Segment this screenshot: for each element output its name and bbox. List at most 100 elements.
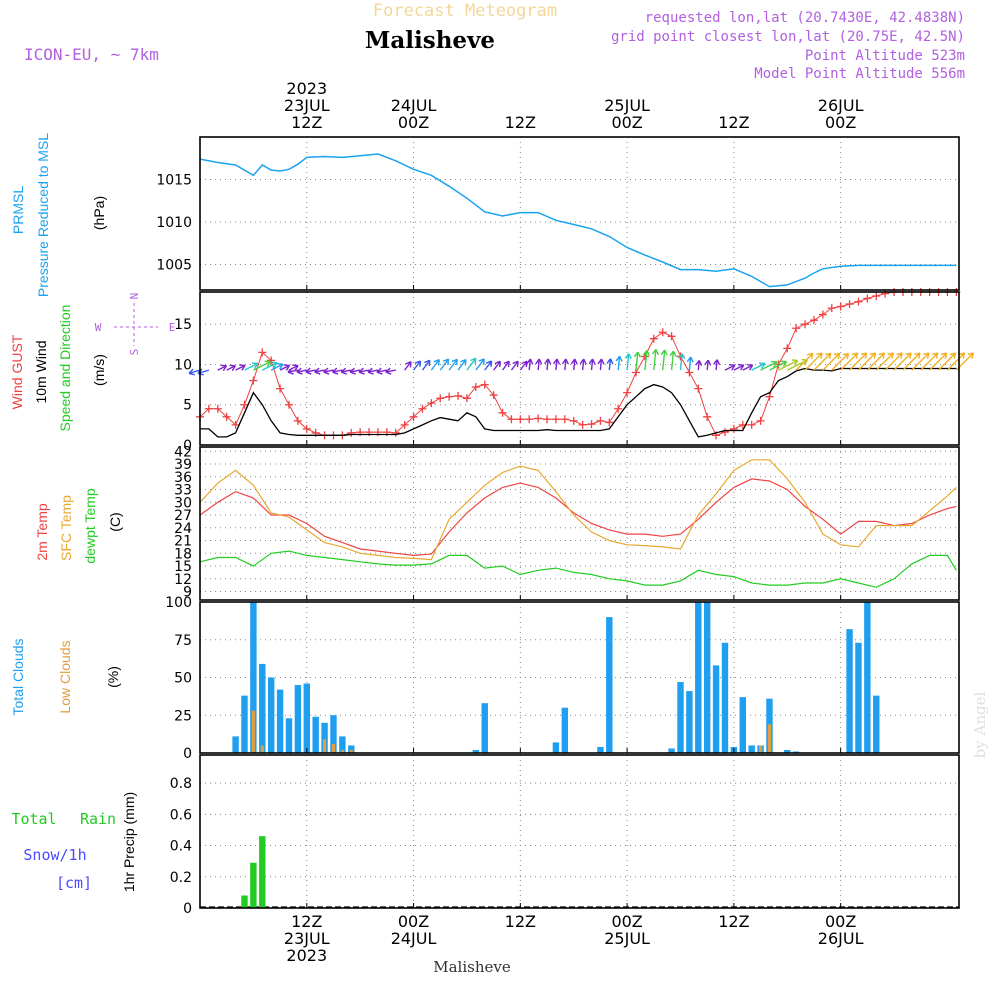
- wind-gust-marker: [436, 394, 445, 403]
- wind-gust-marker: [623, 388, 632, 397]
- total-clouds-bar: [472, 749, 480, 753]
- wind-gust-marker: [578, 420, 587, 429]
- total-clouds-bar: [739, 697, 746, 753]
- wind-gust-marker: [649, 334, 658, 343]
- watermark: by Angel: [971, 691, 989, 758]
- top-time-label: 12Z: [291, 113, 322, 132]
- bottom-time-label: 24JUL: [391, 929, 437, 948]
- wind-direction-arrowhead: [824, 352, 832, 360]
- wind-unit: (m/s): [91, 354, 107, 386]
- wind-direction-arrowhead: [433, 358, 440, 366]
- y-tick-label: 21: [174, 534, 192, 550]
- precip-cm-label: [cm]: [56, 874, 92, 892]
- wind-direction-arrowhead: [451, 358, 458, 366]
- y-tick-label: 30: [174, 495, 192, 511]
- wind-direction-arrowhead: [485, 360, 493, 367]
- wind-direction-arrow: [795, 352, 814, 371]
- wind-direction-arrowhead: [367, 367, 374, 375]
- wind-gust-marker: [258, 348, 267, 357]
- wind-direction-arrow: [751, 362, 766, 371]
- wind-direction-arrowhead: [188, 368, 195, 376]
- clouds-unit: (%): [105, 666, 121, 688]
- wind-direction-arrow: [778, 359, 799, 371]
- wind-direction-arrow: [244, 362, 259, 371]
- wind-gust-marker: [756, 416, 765, 425]
- wind-direction-arrowhead: [478, 358, 485, 365]
- wind-direction-arrow: [305, 369, 316, 373]
- temp-sfc-label: SFC Temp: [58, 495, 74, 561]
- wind-gust-marker: [222, 412, 231, 421]
- wind-gust-marker: [267, 356, 276, 365]
- total-clouds-bar: [259, 663, 266, 753]
- wind-direction-arrowhead: [695, 360, 703, 367]
- wind-direction-arrow: [519, 360, 528, 371]
- wind-direction-arrow: [670, 351, 675, 371]
- wind-direction-arrowhead: [914, 352, 921, 359]
- bottom-time-label: 23JUL: [284, 929, 330, 948]
- wind-direction-arrow: [635, 351, 639, 371]
- rain-bar: [241, 895, 248, 908]
- y-tick-label: 10: [174, 357, 192, 373]
- wind-direction-arrowhead: [283, 364, 291, 371]
- wind-direction-arrow: [769, 360, 787, 371]
- wind-direction-arrow: [412, 360, 421, 371]
- top-time-label: 00Z: [398, 113, 429, 132]
- wind-direction-arrow: [226, 365, 236, 371]
- total-clouds-bar: [303, 683, 310, 753]
- wind-gust-marker: [729, 424, 738, 433]
- wind-direction-arrowhead: [860, 352, 868, 359]
- temp-dew-line: [199, 550, 957, 588]
- wind-direction-arrow: [475, 358, 485, 371]
- wind-gust-marker: [427, 399, 436, 408]
- wind-gust-marker: [284, 400, 293, 409]
- wind-gust-marker: [872, 292, 881, 301]
- wind-direction-arrowhead: [597, 358, 605, 365]
- wind-direction-arrow: [644, 350, 648, 371]
- wind-direction-arrow: [358, 369, 370, 373]
- total-clouds-bar: [552, 742, 560, 753]
- low-clouds-bar: [349, 749, 353, 753]
- panel-frame: [199, 136, 960, 291]
- wind-direction-arrow: [724, 364, 736, 371]
- wind-gust-marker: [498, 408, 507, 417]
- wind-gust-marker: [534, 414, 543, 423]
- wind-direction-arrowhead: [780, 360, 788, 367]
- wind-gust-marker: [587, 420, 596, 429]
- wind-direction-arrow: [217, 365, 227, 371]
- bottom-time-label: 25JUL: [604, 929, 650, 948]
- y-tick-label: 12: [174, 572, 192, 588]
- wind-gust-marker: [792, 324, 801, 333]
- wind-gust-marker: [276, 384, 285, 393]
- y-tick-label: 36: [174, 470, 192, 486]
- wind-direction-arrow: [314, 369, 325, 373]
- compass-west: W: [95, 321, 102, 334]
- wind-direction-arrowhead: [869, 352, 877, 359]
- wind-direction-arrow: [866, 352, 885, 371]
- wind-direction-arrow: [528, 359, 532, 371]
- wind-gust-marker: [400, 420, 409, 429]
- plot-layer: 1005101010150510159121518212427303336394…: [156, 79, 975, 965]
- wind-gust-marker: [418, 404, 427, 413]
- wind-gust-marker: [694, 384, 703, 393]
- y-tick-label: 25: [174, 708, 192, 724]
- wind-direction-arrowhead: [579, 358, 587, 365]
- wind-direction-arrow: [929, 352, 948, 371]
- low-clouds-bar: [260, 745, 264, 753]
- wind-direction-arrowhead: [816, 352, 823, 359]
- bottom-time-label: 12Z: [718, 912, 749, 931]
- temp-2m-label: 2m Temp: [34, 503, 50, 561]
- total-clouds-bar: [294, 685, 302, 753]
- y-tick-label: 100: [165, 595, 192, 611]
- total-clouds-bar: [330, 715, 337, 753]
- wind-direction-arrow: [875, 352, 894, 371]
- wind-direction-arrow: [626, 353, 630, 371]
- top-time-label: 2023: [286, 79, 327, 98]
- wind-direction-arrowhead: [737, 364, 745, 371]
- total-clouds-bar: [677, 682, 684, 753]
- total-clouds-bar: [561, 707, 569, 753]
- y-tick-label: 1010: [156, 215, 192, 231]
- wind-direction-arrow: [946, 352, 966, 371]
- wind-direction-arrowhead: [713, 359, 721, 366]
- wind-direction-arrow: [920, 352, 939, 371]
- wind-direction-arrow: [332, 369, 343, 373]
